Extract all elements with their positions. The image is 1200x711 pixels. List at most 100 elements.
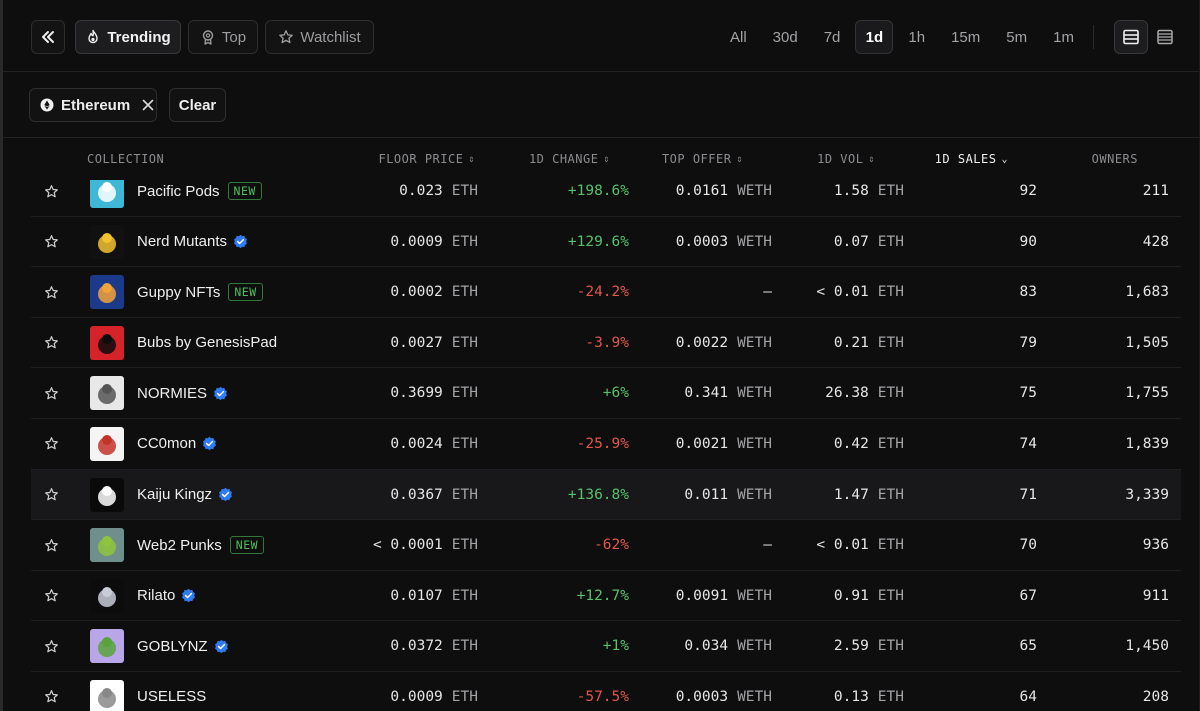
header-floor-price[interactable]: FLOOR PRICE ⇕ [378,152,475,166]
top-offer-cell: 0.0161 WETH [676,180,772,216]
collection-thumbnail [90,224,124,259]
collection-thumbnail [90,376,124,411]
new-badge: NEW [228,283,263,302]
collection-name[interactable]: Web2 Punks NEW [137,520,265,570]
top-offer-cell: 0.0021 WETH [676,419,772,469]
collapse-sidebar-button[interactable] [31,20,65,54]
watchlist-star-icon[interactable] [43,419,59,469]
clear-filters-button[interactable]: Clear [169,88,226,122]
change-cell: -24.2% [577,267,629,317]
table-row[interactable]: Rilato 0.0107 ETH +12.7% 0.0091 WETH 0.91 E… [31,571,1181,622]
change-cell: +198.6% [568,180,629,216]
top-offer-unit: WETH [737,385,772,402]
volume-unit: ETH [877,435,904,452]
sales-value: 70 [1019,537,1037,554]
watchlist-star-icon[interactable] [43,520,59,570]
close-icon[interactable] [142,99,154,111]
collection-name[interactable]: Pacific Pods NEW [137,180,262,216]
timeframe-7d[interactable]: 7d [823,28,841,46]
volume-value: 1.58 [833,183,869,199]
timeframe-15m[interactable]: 15m [951,28,981,46]
owners-cell: 911 [1143,571,1169,621]
volume-value: 0.91 [833,587,869,604]
volume-value: 2.59 [833,638,869,655]
watchlist-star-icon[interactable] [43,470,59,520]
header-1d-change[interactable]: 1D CHANGE ⇕ [529,152,610,166]
table-row[interactable]: Guppy NFTs NEW 0.0002 ETH -24.2% – < 0.01 E… [31,267,1181,318]
volume-cell: 1.47 ETH [834,470,904,520]
verified-badge-icon [202,436,217,451]
timeframe-1m[interactable]: 1m [1053,28,1074,46]
tab-top[interactable]: Top [188,20,258,54]
collection-name[interactable]: GOBLYNZ [137,621,229,671]
table-row[interactable]: Nerd Mutants 0.0009 ETH +129.6% 0.0003 WET… [31,217,1181,268]
volume-unit: ETH [877,183,904,199]
watchlist-star-icon[interactable] [43,368,59,418]
floor-price-unit: ETH [451,688,478,705]
floor-price-value: < 0.0001 [372,537,443,554]
owners-value: 936 [1142,537,1169,554]
owners-cell: 1,839 [1125,419,1169,469]
volume-unit: ETH [877,587,904,604]
watchlist-star-icon[interactable] [43,267,59,317]
collection-name[interactable]: USELESS [137,672,206,711]
top-offer-cell: 0.0022 WETH [676,318,772,368]
volume-cell: 1.58 ETH [834,180,904,216]
timeframe-30d[interactable]: 30d [772,28,798,46]
header-top-offer[interactable]: TOP OFFER ⇕ [662,152,743,166]
table-row[interactable]: Kaiju Kingz 0.0367 ETH +136.8% 0.011 WETH … [31,469,1181,521]
collection-thumbnail [90,426,124,461]
table-row[interactable]: USELESS 0.0009 ETH -57.5% 0.0003 WETH 0.13… [31,672,1181,711]
floor-price-unit: ETH [451,183,478,199]
table-row[interactable]: Bubs by GenesisPad 0.0027 ETH -3.9% 0.002… [31,318,1181,369]
floor-price-unit: ETH [451,638,478,655]
watchlist-star-icon[interactable] [43,672,59,711]
timeframe-5m[interactable]: 5m [1006,28,1028,46]
chain-filter-chip[interactable]: Ethereum [29,88,157,122]
timeframe-1h[interactable]: 1h [908,28,926,46]
change-value: +136.8% [567,486,629,503]
floor-price-cell: 0.023 ETH [399,180,478,216]
header-1d-sales[interactable]: 1D SALES ⌄ [935,152,1008,166]
header-1d-sales-label: 1D SALES [934,152,997,166]
owners-cell: 3,339 [1125,470,1169,520]
table-row[interactable]: GOBLYNZ 0.0372 ETH +1% 0.034 WETH 2.59 ETH … [31,621,1181,672]
timeframe-1d[interactable]: 1d [855,20,894,54]
table-view-button[interactable] [1114,20,1148,54]
collection-name[interactable]: Kaiju Kingz [137,470,233,520]
table-row[interactable]: CC0mon 0.0024 ETH -25.9% 0.0021 WETH 0.42 E… [31,419,1181,470]
top-offer-cell: 0.011 WETH [684,470,772,520]
change-cell: -3.9% [585,318,629,368]
chevron-down-icon: ⌄ [1001,153,1008,165]
table-row[interactable]: Web2 Punks NEW < 0.0001 ETH -62% – < 0.01 E… [31,520,1181,571]
collection-name[interactable]: Guppy NFTs NEW [137,267,263,317]
watchlist-star-icon[interactable] [43,571,59,621]
floor-price-cell: 0.0027 ETH [390,318,478,368]
collection-name[interactable]: Rilato [137,571,196,621]
watchlist-star-icon[interactable] [43,217,59,267]
list-view-button[interactable] [1148,20,1182,54]
top-offer-value: 0.0003 [675,688,729,705]
tab-trending[interactable]: Trending [75,20,181,54]
timeframe-all[interactable]: All [730,28,747,46]
header-1d-vol[interactable]: 1D VOL ⇕ [817,152,875,166]
table-row[interactable]: NORMIES 0.3699 ETH +6% 0.341 WETH 26.38 ETH… [31,368,1181,419]
tab-watchlist[interactable]: Watchlist [265,20,374,54]
watchlist-star-icon[interactable] [43,621,59,671]
floor-price-unit: ETH [451,587,478,604]
collection-name[interactable]: CC0mon [137,419,217,469]
table-row[interactable]: Pacific Pods NEW 0.023 ETH +198.6% 0.0161 W… [31,180,1181,217]
top-offer-unit: WETH [737,435,772,452]
watchlist-star-icon[interactable] [43,318,59,368]
header-owners[interactable]: OWNERS [1092,152,1138,166]
top-offer-value: 0.0022 [675,334,729,351]
collection-name[interactable]: Bubs by GenesisPad [137,318,277,368]
collection-name[interactable]: Nerd Mutants [137,217,248,267]
watchlist-star-icon[interactable] [43,180,59,216]
owners-value: 3,339 [1125,486,1169,503]
floor-price-value: 0.0024 [390,435,443,452]
sort-updown-icon: ⇕ [603,153,610,165]
collection-name[interactable]: NORMIES [137,368,228,418]
change-cell: +1% [603,621,629,671]
